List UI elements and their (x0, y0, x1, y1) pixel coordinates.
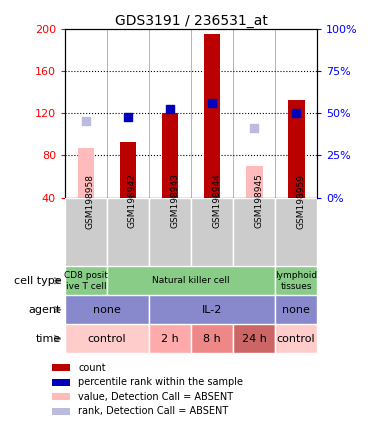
Bar (246, 166, 263, 198)
Point (293, 110, 299, 117)
Bar (191, 324, 233, 353)
Text: time: time (36, 333, 61, 344)
Text: 2 h: 2 h (161, 333, 179, 344)
Bar (65, 295, 149, 324)
Text: control: control (88, 333, 126, 344)
Text: none: none (282, 305, 310, 315)
Text: 24 h: 24 h (242, 333, 267, 344)
Bar (275, 295, 317, 324)
Bar (65, 266, 107, 295)
Point (167, 105, 173, 112)
Bar (78, 148, 94, 198)
Bar (52, 379, 69, 386)
Bar (275, 324, 317, 353)
Text: count: count (78, 363, 106, 373)
Bar (288, 99, 305, 198)
Text: Natural killer cell: Natural killer cell (152, 276, 230, 285)
Text: CD8 posit
ive T cell: CD8 posit ive T cell (64, 271, 108, 290)
Bar (233, 198, 275, 266)
Text: GSM198959: GSM198959 (296, 174, 305, 229)
Bar (107, 198, 149, 266)
Text: cell type: cell type (14, 276, 61, 286)
Bar (107, 266, 275, 295)
Point (125, 114, 131, 121)
Bar (149, 324, 191, 353)
Text: 8 h: 8 h (203, 333, 221, 344)
Text: GSM198944: GSM198944 (212, 174, 221, 228)
Bar (162, 113, 178, 198)
Point (209, 99, 215, 106)
Point (251, 124, 257, 131)
Text: none: none (93, 305, 121, 315)
Text: GSM198943: GSM198943 (170, 174, 179, 229)
Text: percentile rank within the sample: percentile rank within the sample (78, 377, 243, 387)
Bar (149, 295, 275, 324)
Bar (149, 198, 191, 266)
Bar (52, 408, 69, 415)
Text: GSM198945: GSM198945 (254, 174, 263, 229)
Text: lymphoid
tissues: lymphoid tissues (275, 271, 317, 290)
Bar (119, 142, 137, 198)
Bar (275, 198, 317, 266)
Text: agent: agent (29, 305, 61, 315)
Bar (52, 365, 69, 371)
Point (83, 117, 89, 124)
Bar (233, 324, 275, 353)
Text: rank, Detection Call = ABSENT: rank, Detection Call = ABSENT (78, 406, 229, 416)
Text: control: control (277, 333, 315, 344)
Bar (204, 34, 220, 198)
Bar (65, 324, 149, 353)
Text: IL-2: IL-2 (202, 305, 222, 315)
Text: GSM198958: GSM198958 (86, 174, 95, 229)
Text: value, Detection Call = ABSENT: value, Detection Call = ABSENT (78, 392, 233, 402)
Bar (52, 393, 69, 400)
Text: GSM198942: GSM198942 (128, 174, 137, 228)
Bar (275, 266, 317, 295)
Bar (65, 198, 107, 266)
Bar (191, 198, 233, 266)
Title: GDS3191 / 236531_at: GDS3191 / 236531_at (115, 14, 267, 28)
